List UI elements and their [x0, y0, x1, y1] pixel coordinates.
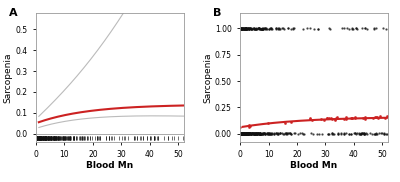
X-axis label: Blood Mn: Blood Mn: [86, 161, 134, 170]
X-axis label: Blood Mn: Blood Mn: [290, 161, 338, 170]
Text: A: A: [9, 8, 18, 18]
Y-axis label: Sarcopenia: Sarcopenia: [203, 52, 212, 103]
Y-axis label: Sarcopenia: Sarcopenia: [4, 52, 13, 103]
Text: B: B: [214, 8, 222, 18]
